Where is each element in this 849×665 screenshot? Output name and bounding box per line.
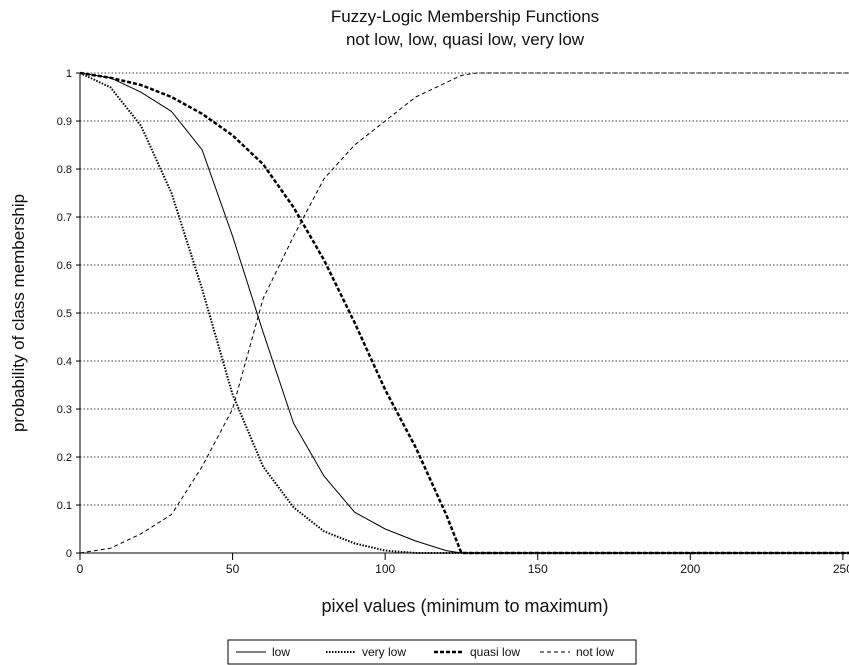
legend-label: not low (576, 645, 614, 659)
legend-label: quasi low (470, 645, 520, 659)
y-tick-label: 0.5 (57, 308, 72, 320)
legend-label: low (272, 645, 290, 659)
chart-title: Fuzzy-Logic Membership Functions (331, 7, 599, 26)
x-tick-label: 0 (77, 562, 84, 576)
x-axis-label: pixel values (minimum to maximum) (321, 596, 608, 616)
x-tick-label: 200 (680, 562, 700, 576)
y-tick-label: 0.4 (57, 356, 72, 368)
series-line (79, 72, 849, 554)
y-axis-label: probability of class membership (9, 194, 28, 432)
y-tick-label: 0 (66, 548, 72, 560)
legend-label: very low (362, 645, 406, 659)
series-line (79, 72, 849, 554)
y-tick-label: 0.2 (57, 452, 72, 464)
y-tick-label: 0.3 (57, 404, 72, 416)
y-tick-label: 0.6 (57, 260, 72, 272)
y-tick-label: 1 (66, 68, 72, 80)
y-tick-label: 0.7 (57, 212, 72, 224)
x-tick-label: 50 (226, 562, 240, 576)
series-line (79, 72, 849, 554)
x-tick-label: 250 (833, 562, 849, 576)
series-line (79, 71, 849, 555)
y-tick-label: 0.9 (57, 116, 72, 128)
y-tick-label: 0.1 (57, 500, 72, 512)
x-tick-label: 100 (375, 562, 395, 576)
y-tick-label: 0.8 (57, 164, 72, 176)
chart-subtitle: not low, low, quasi low, very low (346, 30, 585, 49)
x-tick-label: 150 (528, 562, 548, 576)
